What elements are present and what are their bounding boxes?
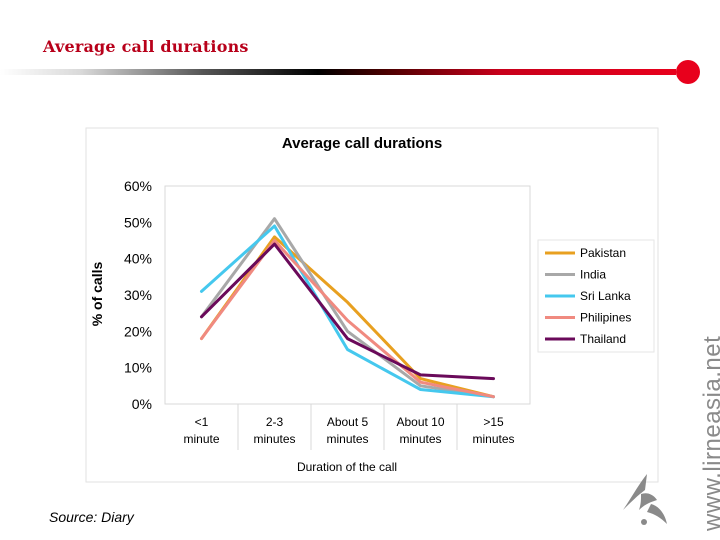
legend-label: Pakistan bbox=[580, 246, 626, 260]
series-line-philipines bbox=[200, 239, 495, 399]
series-lines bbox=[200, 217, 495, 399]
y-tick-label: 30% bbox=[124, 287, 152, 303]
source-note: Source: Diary bbox=[49, 509, 134, 525]
legend-label: India bbox=[580, 268, 606, 282]
x-tick-label: >15 minutes bbox=[472, 415, 514, 446]
series-line-sri-lanka bbox=[200, 224, 495, 399]
y-tick-label: 20% bbox=[124, 323, 152, 339]
x-tick-label: About 10 minutes bbox=[396, 415, 444, 446]
y-tick-label: 40% bbox=[124, 251, 152, 267]
legend-label: Philipines bbox=[580, 311, 631, 325]
y-tick-label: 60% bbox=[124, 178, 152, 194]
y-tick-label: 50% bbox=[124, 214, 152, 230]
plot-area: 0% 10% 20% 30% 40% 50% 60% <1 minute 2-3 minutes Ab… bbox=[124, 178, 531, 450]
slide-title: Average call durations bbox=[43, 37, 249, 56]
legend-label: Sri Lanka bbox=[580, 289, 631, 303]
x-tick-label: <1 minute bbox=[183, 415, 219, 446]
x-tick-label: About 5 minutes bbox=[326, 415, 368, 446]
header-rule bbox=[0, 69, 676, 75]
header-accent-dot bbox=[676, 60, 700, 84]
y-tick-label: 10% bbox=[124, 360, 152, 376]
series-line-india bbox=[200, 217, 495, 399]
y-tick-label: 0% bbox=[132, 396, 152, 412]
legend-label: Thailand bbox=[580, 332, 626, 346]
legend: Pakistan India Sri Lanka Philipines Thailand bbox=[537, 239, 655, 353]
x-axis-label: Duration of the call bbox=[297, 460, 397, 474]
watermark-url: www.lirneasia.net bbox=[699, 335, 720, 531]
x-tick-label: 2-3 minutes bbox=[253, 415, 295, 446]
y-axis-label: % of calls bbox=[89, 262, 105, 327]
plot-border bbox=[164, 185, 531, 405]
chart-title: Average call durations bbox=[282, 135, 442, 152]
lirneasia-logo-icon bbox=[623, 474, 667, 525]
series-line-thailand bbox=[200, 242, 495, 381]
